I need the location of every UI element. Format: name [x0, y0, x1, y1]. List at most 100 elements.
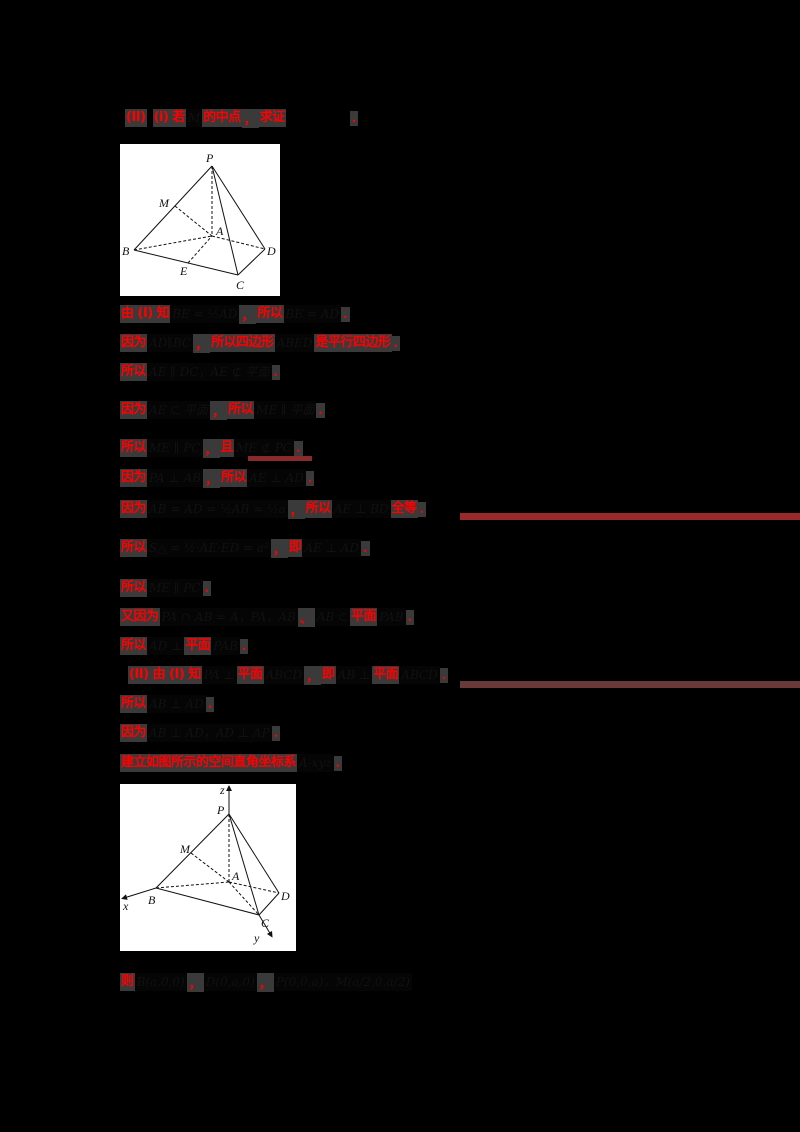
solution-line-8: 所以 S△ = ½·AE·ED = a² ， 即 AE ⊥ AD .: [120, 538, 370, 558]
solution-line-14: 因为 AB ⊥ AD，AD ⊥ AP .: [120, 723, 281, 743]
punctuation: .: [391, 335, 401, 351]
solution-line-4: 因为 AE ⊂ 平面 ， 所以 ME ∥ 平面 .: [120, 400, 325, 420]
text-segment: 即: [321, 666, 336, 684]
text-segment: 且: [219, 439, 235, 457]
text-segment: 全等: [390, 500, 418, 518]
text-segment: 即: [287, 539, 303, 557]
solution-line-1: 由 (I) 知 BE = ½AD ， 所以 BE = AD .: [120, 304, 350, 324]
solution-line-12: (II) 由 (I) 知 PA ⊥ 平面 ABCD ， 即 AB ⊥ 平面 AB…: [128, 665, 449, 685]
vertex-label-b: B: [122, 244, 130, 258]
pyramid-figure-2: P M A B D C x y z: [120, 784, 296, 951]
math-expr: BE = ½AD: [170, 305, 240, 323]
punctuation: .: [271, 364, 281, 380]
math-expr: AB ⊥ AD，AD ⊥ AP: [147, 724, 272, 742]
text-segment: 平面: [184, 637, 212, 655]
punctuation: ，: [202, 438, 220, 458]
punctuation: .: [316, 402, 325, 418]
math-expr: AB ⊂: [314, 608, 351, 626]
math-expr: ABCD: [399, 666, 440, 684]
punctuation: ，: [203, 468, 221, 488]
vertex-label-d: D: [266, 244, 276, 258]
question-header-line: (II) (i) 若 M 的中点 ， 求证 .: [125, 108, 359, 128]
punctuation: .: [341, 306, 350, 322]
solution-line-2: 因为 AD∥BC ， 所以四边形 ABED 是平行四边形 .: [120, 333, 401, 353]
step-label: 因为: [120, 724, 148, 742]
step-label: 所以: [120, 439, 148, 457]
text-segment: 平面: [372, 666, 400, 684]
step-label: 因为: [120, 401, 148, 419]
pyramid-figure-1: P M A B D E C: [120, 144, 280, 296]
math-expr: ME ∥ 平面: [254, 401, 317, 419]
vertex-label-e: E: [179, 264, 188, 278]
text-segment: 所以四边形: [210, 334, 275, 352]
math-expr: ME ∥ PC: [147, 439, 203, 457]
punctuation: ，: [241, 108, 259, 128]
math-expr: PA ∩ AB = A，PA，AB: [159, 608, 298, 626]
solution-line-11: 所以 AD ⊥ 平面 PAB .: [120, 636, 249, 656]
punctuation: .: [417, 501, 427, 517]
math-expr: ME ∥ PC: [147, 579, 203, 597]
math-expr: AB = AD = ½AB = ½a: [147, 500, 288, 518]
vertex-label-c: C: [236, 278, 245, 292]
highlight-underline: [248, 456, 312, 461]
step-label: (II) 由 (I) 知: [128, 666, 202, 684]
punctuation: ，: [270, 538, 288, 558]
text-segment: 是平行四边形: [314, 334, 392, 352]
math-expr: A-xyz: [297, 754, 334, 772]
punctuation: ，: [186, 972, 204, 992]
punctuation: 、: [297, 607, 315, 627]
math-expr: PAB: [211, 637, 240, 655]
text-segment: 平面: [350, 608, 378, 626]
math-expr: AE ∥ DC，AE ⊄ 平面: [147, 363, 272, 381]
math-expr: PA ⊥ AB: [147, 469, 204, 487]
axis-label-z: z: [219, 784, 225, 797]
punctuation: ，: [210, 400, 228, 420]
math-expr: ABCD: [263, 666, 305, 684]
solution-line-6: 因为 PA ⊥ AB ， 所以 AE ⊥ AD .: [120, 468, 315, 488]
vertex-label-p: P: [216, 803, 225, 817]
text-segment: 所以: [220, 469, 248, 487]
punctuation: .: [239, 638, 249, 654]
punctuation: .: [305, 470, 315, 486]
step-label: 因为: [120, 500, 148, 518]
subpart-label: (i) 若: [152, 109, 186, 127]
step-label: 建立如图所示的空间直角坐标系: [120, 754, 298, 772]
punctuation: .: [202, 580, 212, 596]
step-label: 所以: [120, 695, 148, 713]
step-label: 所以: [120, 637, 148, 655]
math-expr: AE ⊥ BD: [331, 500, 391, 518]
step-label: 所以: [120, 539, 148, 557]
step-label: 所以: [120, 363, 148, 381]
math-expr: AE ⊥ AD: [247, 469, 306, 487]
math-expr: B(a,0,0): [134, 973, 187, 991]
math-expr: PA ⊥: [201, 666, 237, 684]
vertex-label-d: D: [280, 889, 290, 903]
step-label: 因为: [120, 334, 148, 352]
text-segment: 的中点: [202, 109, 242, 127]
solution-line-5: 所以 ME ∥ PC ， 且 ME ⊄ PC .: [120, 438, 303, 458]
punctuation: .: [405, 609, 415, 625]
vertex-label-a: A: [215, 224, 224, 238]
part-label: (II): [125, 109, 147, 127]
math-expr: S△ = ½·AE·ED = a²: [147, 539, 271, 557]
vertex-label-m: M: [158, 196, 170, 210]
vertex-label-m: M: [179, 842, 191, 856]
punctuation: .: [439, 667, 449, 683]
punctuation: .: [205, 696, 215, 712]
punctuation: ，: [256, 972, 274, 992]
math-expr: D(0,a,0): [203, 973, 257, 991]
math-expr: AE ⊂ 平面: [147, 401, 211, 419]
punctuation: ，: [287, 499, 305, 519]
step-label: 则: [120, 973, 135, 991]
punctuation: .: [294, 440, 303, 456]
highlight-underline: [460, 681, 800, 688]
math-expr: AD ⊥: [147, 637, 185, 655]
step-label: 又因为: [120, 608, 160, 626]
math-expr: AB ⊥ AD: [147, 695, 206, 713]
highlight-underline: [460, 513, 800, 520]
vertex-label-b: B: [148, 893, 156, 907]
vertex-label-c: C: [261, 916, 270, 930]
solution-line-3: 所以 AE ∥ DC，AE ⊄ 平面 .: [120, 362, 281, 382]
solution-line-7: 因为 AB = AD = ½AB = ½a ， 所以 AE ⊥ BD 全等 .: [120, 499, 427, 519]
coordinates-line: 则 B(a,0,0) ， D(0,a,0) ， P(0,0,a)，M(a/2,0…: [120, 972, 412, 992]
